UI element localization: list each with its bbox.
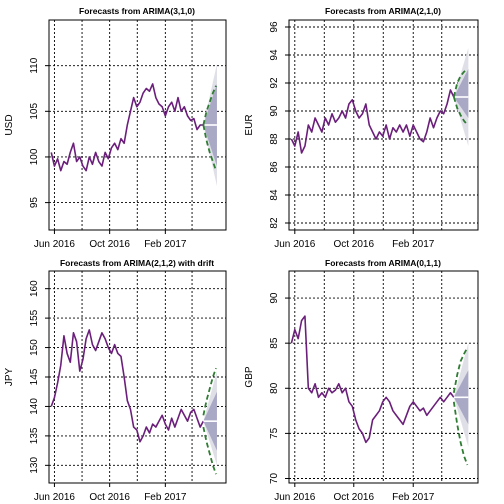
y-tick-label: 82 xyxy=(269,217,280,229)
chart-title: Forecasts from ARIMA(3,1,0) xyxy=(79,6,195,16)
plot-frame xyxy=(288,19,479,231)
y-tick-label: 75 xyxy=(269,427,280,439)
y-tick-label: 92 xyxy=(269,77,280,89)
chart-panel-2: 82 84 86 88 90 92 94 96 Jun 2016 Oct 2016 Feb 2017… xyxy=(244,6,479,250)
series-test-line xyxy=(202,426,217,475)
x-tick-label: Jun 2016 xyxy=(34,239,76,250)
y-tick-label: 84 xyxy=(269,189,280,201)
y-tick-label: 160 xyxy=(29,280,40,297)
x-tick-label: Oct 2016 xyxy=(89,492,130,503)
series-test-line xyxy=(452,401,469,466)
x-tick-label: Oct 2016 xyxy=(333,492,374,503)
y-axis-label: EUR xyxy=(244,114,255,135)
x-tick-label: Feb 2017 xyxy=(144,239,187,250)
y-axis-label: JPY xyxy=(4,368,15,387)
series-test-line xyxy=(452,96,469,126)
series-history-line xyxy=(290,89,455,154)
y-tick-label: 95 xyxy=(29,197,40,209)
y-tick-label: 130 xyxy=(29,457,40,474)
y-tick-label: 110 xyxy=(29,57,40,73)
y-tick-label: 140 xyxy=(29,398,40,415)
y-tick-label: 85 xyxy=(269,337,280,349)
x-tick-label: Jun 2016 xyxy=(34,492,76,503)
y-tick-label: 70 xyxy=(269,472,280,484)
series-history-line xyxy=(290,315,455,444)
series-test-line xyxy=(452,68,468,98)
y-tick-label: 86 xyxy=(269,161,280,173)
x-tick-label: Jun 2016 xyxy=(274,239,316,250)
chart-title: Forecasts from ARIMA(2,1,0) xyxy=(325,6,441,16)
chart-title: Forecasts from ARIMA(0,1,1) xyxy=(325,258,441,268)
y-tick-label: 90 xyxy=(269,292,280,304)
y-tick-label: 145 xyxy=(29,368,40,385)
series-history-line xyxy=(50,83,204,172)
series-test-line xyxy=(202,124,217,171)
y-tick-label: 80 xyxy=(269,382,280,394)
y-tick-label: 135 xyxy=(29,427,40,444)
x-tick-label: Feb 2017 xyxy=(392,239,435,250)
y-tick-label: 155 xyxy=(29,309,40,326)
y-tick-label: 105 xyxy=(29,103,40,120)
y-tick-label: 90 xyxy=(269,105,280,117)
plot-frame xyxy=(288,270,479,484)
y-axis-label: GBP xyxy=(244,366,255,387)
y-axis-label: USD xyxy=(4,114,15,135)
x-tick-label: Oct 2016 xyxy=(333,239,374,250)
y-tick-label: 150 xyxy=(29,339,40,356)
y-tick-label: 94 xyxy=(269,49,280,61)
x-tick-label: Jun 2016 xyxy=(274,492,316,503)
series-test-line xyxy=(202,85,217,126)
series-test-line xyxy=(202,367,217,416)
series-test-line xyxy=(452,347,469,393)
y-tick-label: 88 xyxy=(269,133,280,145)
prediction-interval-80 xyxy=(453,69,469,118)
y-tick-label: 100 xyxy=(29,148,40,165)
plot-frame xyxy=(48,19,227,231)
x-tick-label: Feb 2017 xyxy=(392,492,435,503)
x-tick-label: Oct 2016 xyxy=(89,239,130,250)
series-history-line xyxy=(50,329,205,443)
chart-panel-4: 70 75 80 85 90 Jun 2016 Oct 2016 Feb 2017 Foreca… xyxy=(244,258,479,503)
chart-panel-1: 95 100 105 110 Jun 2016 Oct 2016 Feb 2017 Forec… xyxy=(4,6,227,250)
x-tick-label: Feb 2017 xyxy=(144,492,187,503)
y-tick-label: 96 xyxy=(269,21,280,33)
chart-panel-3: 130 135 140 145 150 155 160 Jun 2016 Oct 2016 Feb… xyxy=(4,258,227,503)
chart-title: Forecasts from ARIMA(2,1,2) with drift xyxy=(60,258,214,268)
